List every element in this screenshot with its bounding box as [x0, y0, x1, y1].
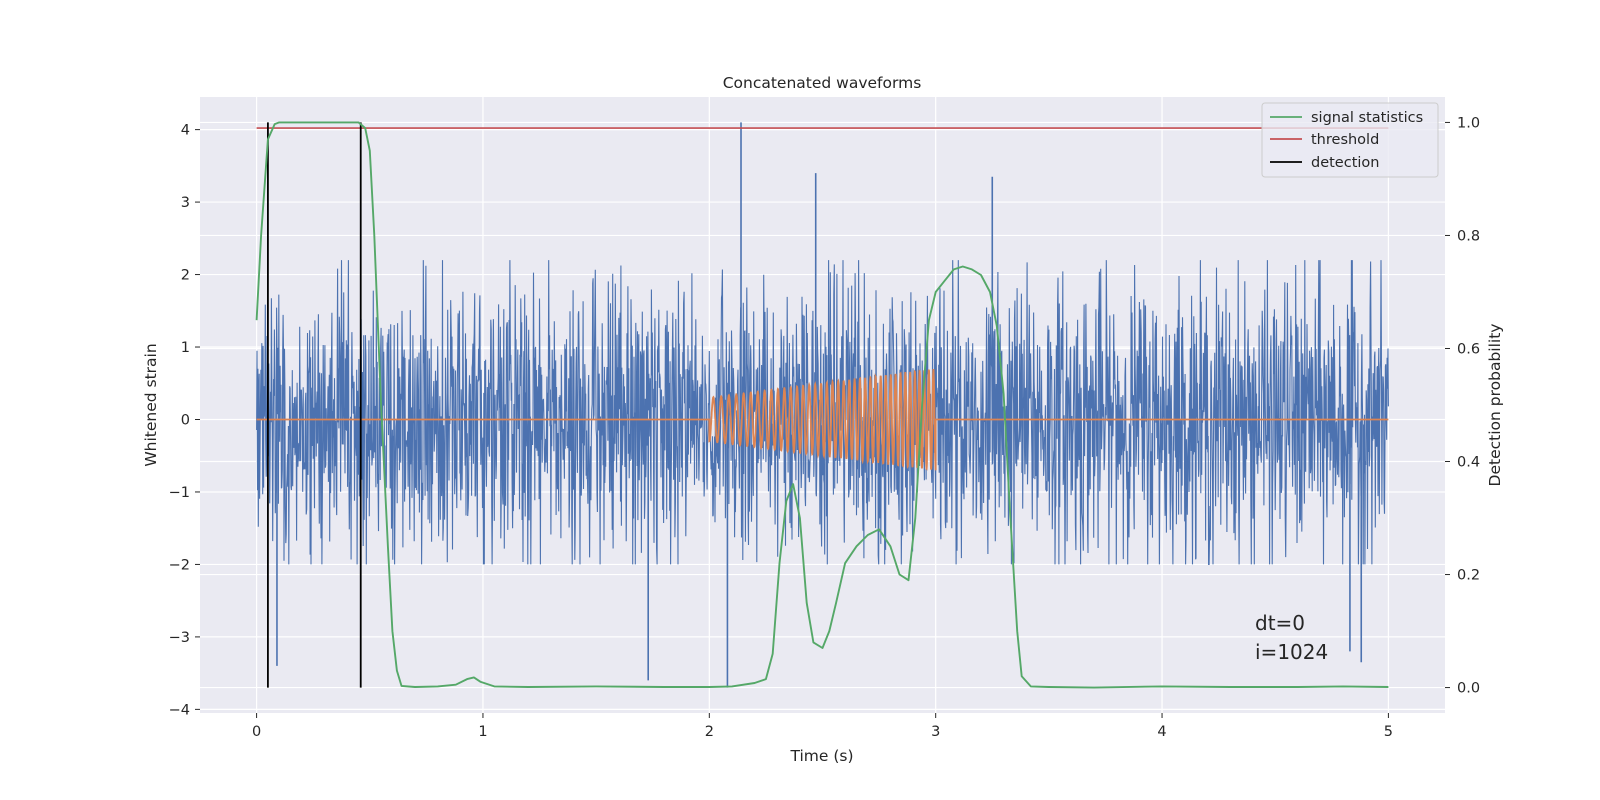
- y2-tick-label: 0.6: [1457, 341, 1480, 357]
- y2-tick-label: 0.8: [1457, 228, 1480, 244]
- y-tick-label: 1: [181, 340, 190, 356]
- legend-label-threshold: threshold: [1311, 132, 1379, 148]
- plot-area: [255, 121, 1389, 689]
- chart-title: Concatenated waveforms: [723, 74, 922, 92]
- annotation-dt: dt=0: [1255, 611, 1305, 635]
- y-tick-label: −1: [169, 485, 190, 501]
- axes: 0 1 2 3 4 5 −4 −3 −2 −1 0 1 2 3 4 0.0 0.2 0.4 0.6 0.8 1.0: [169, 115, 1480, 740]
- y2-tick-label: 0.2: [1457, 568, 1480, 584]
- x-tick-label: 1: [478, 724, 487, 740]
- x-tick-label: 3: [931, 724, 940, 740]
- x-tick-label: 5: [1384, 724, 1393, 740]
- y2-tick-label: 0.0: [1457, 681, 1480, 697]
- x-tick-label: 4: [1157, 724, 1166, 740]
- y-tick-label: 2: [181, 268, 190, 284]
- y-tick-label: −3: [169, 630, 190, 646]
- x-tick-label: 0: [252, 724, 261, 740]
- y-tick-label: 0: [181, 412, 190, 428]
- x-tick-label: 2: [705, 724, 714, 740]
- legend-label-signal-statistics: signal statistics: [1311, 110, 1423, 126]
- y2-tick-label: 0.4: [1457, 455, 1480, 471]
- y2-axis-label: Detection probability: [1486, 324, 1504, 487]
- y-tick-label: −4: [169, 702, 190, 718]
- x-axis-label: Time (s): [789, 747, 853, 765]
- legend-label-detection: detection: [1311, 155, 1379, 171]
- y-tick-label: −2: [169, 557, 190, 573]
- series-injected-waveform: [256, 368, 1389, 471]
- y2-tick-label: 1.0: [1457, 115, 1480, 131]
- legend: signal statistics threshold detection: [1261, 102, 1439, 178]
- legend-box: [1261, 102, 1439, 178]
- series-signal-statistics: [255, 121, 1389, 689]
- y-tick-label: 4: [181, 123, 190, 139]
- y-tick-label: 3: [181, 195, 190, 211]
- annotation-i: i=1024: [1255, 640, 1328, 664]
- y-axis-label: Whitened strain: [142, 343, 160, 466]
